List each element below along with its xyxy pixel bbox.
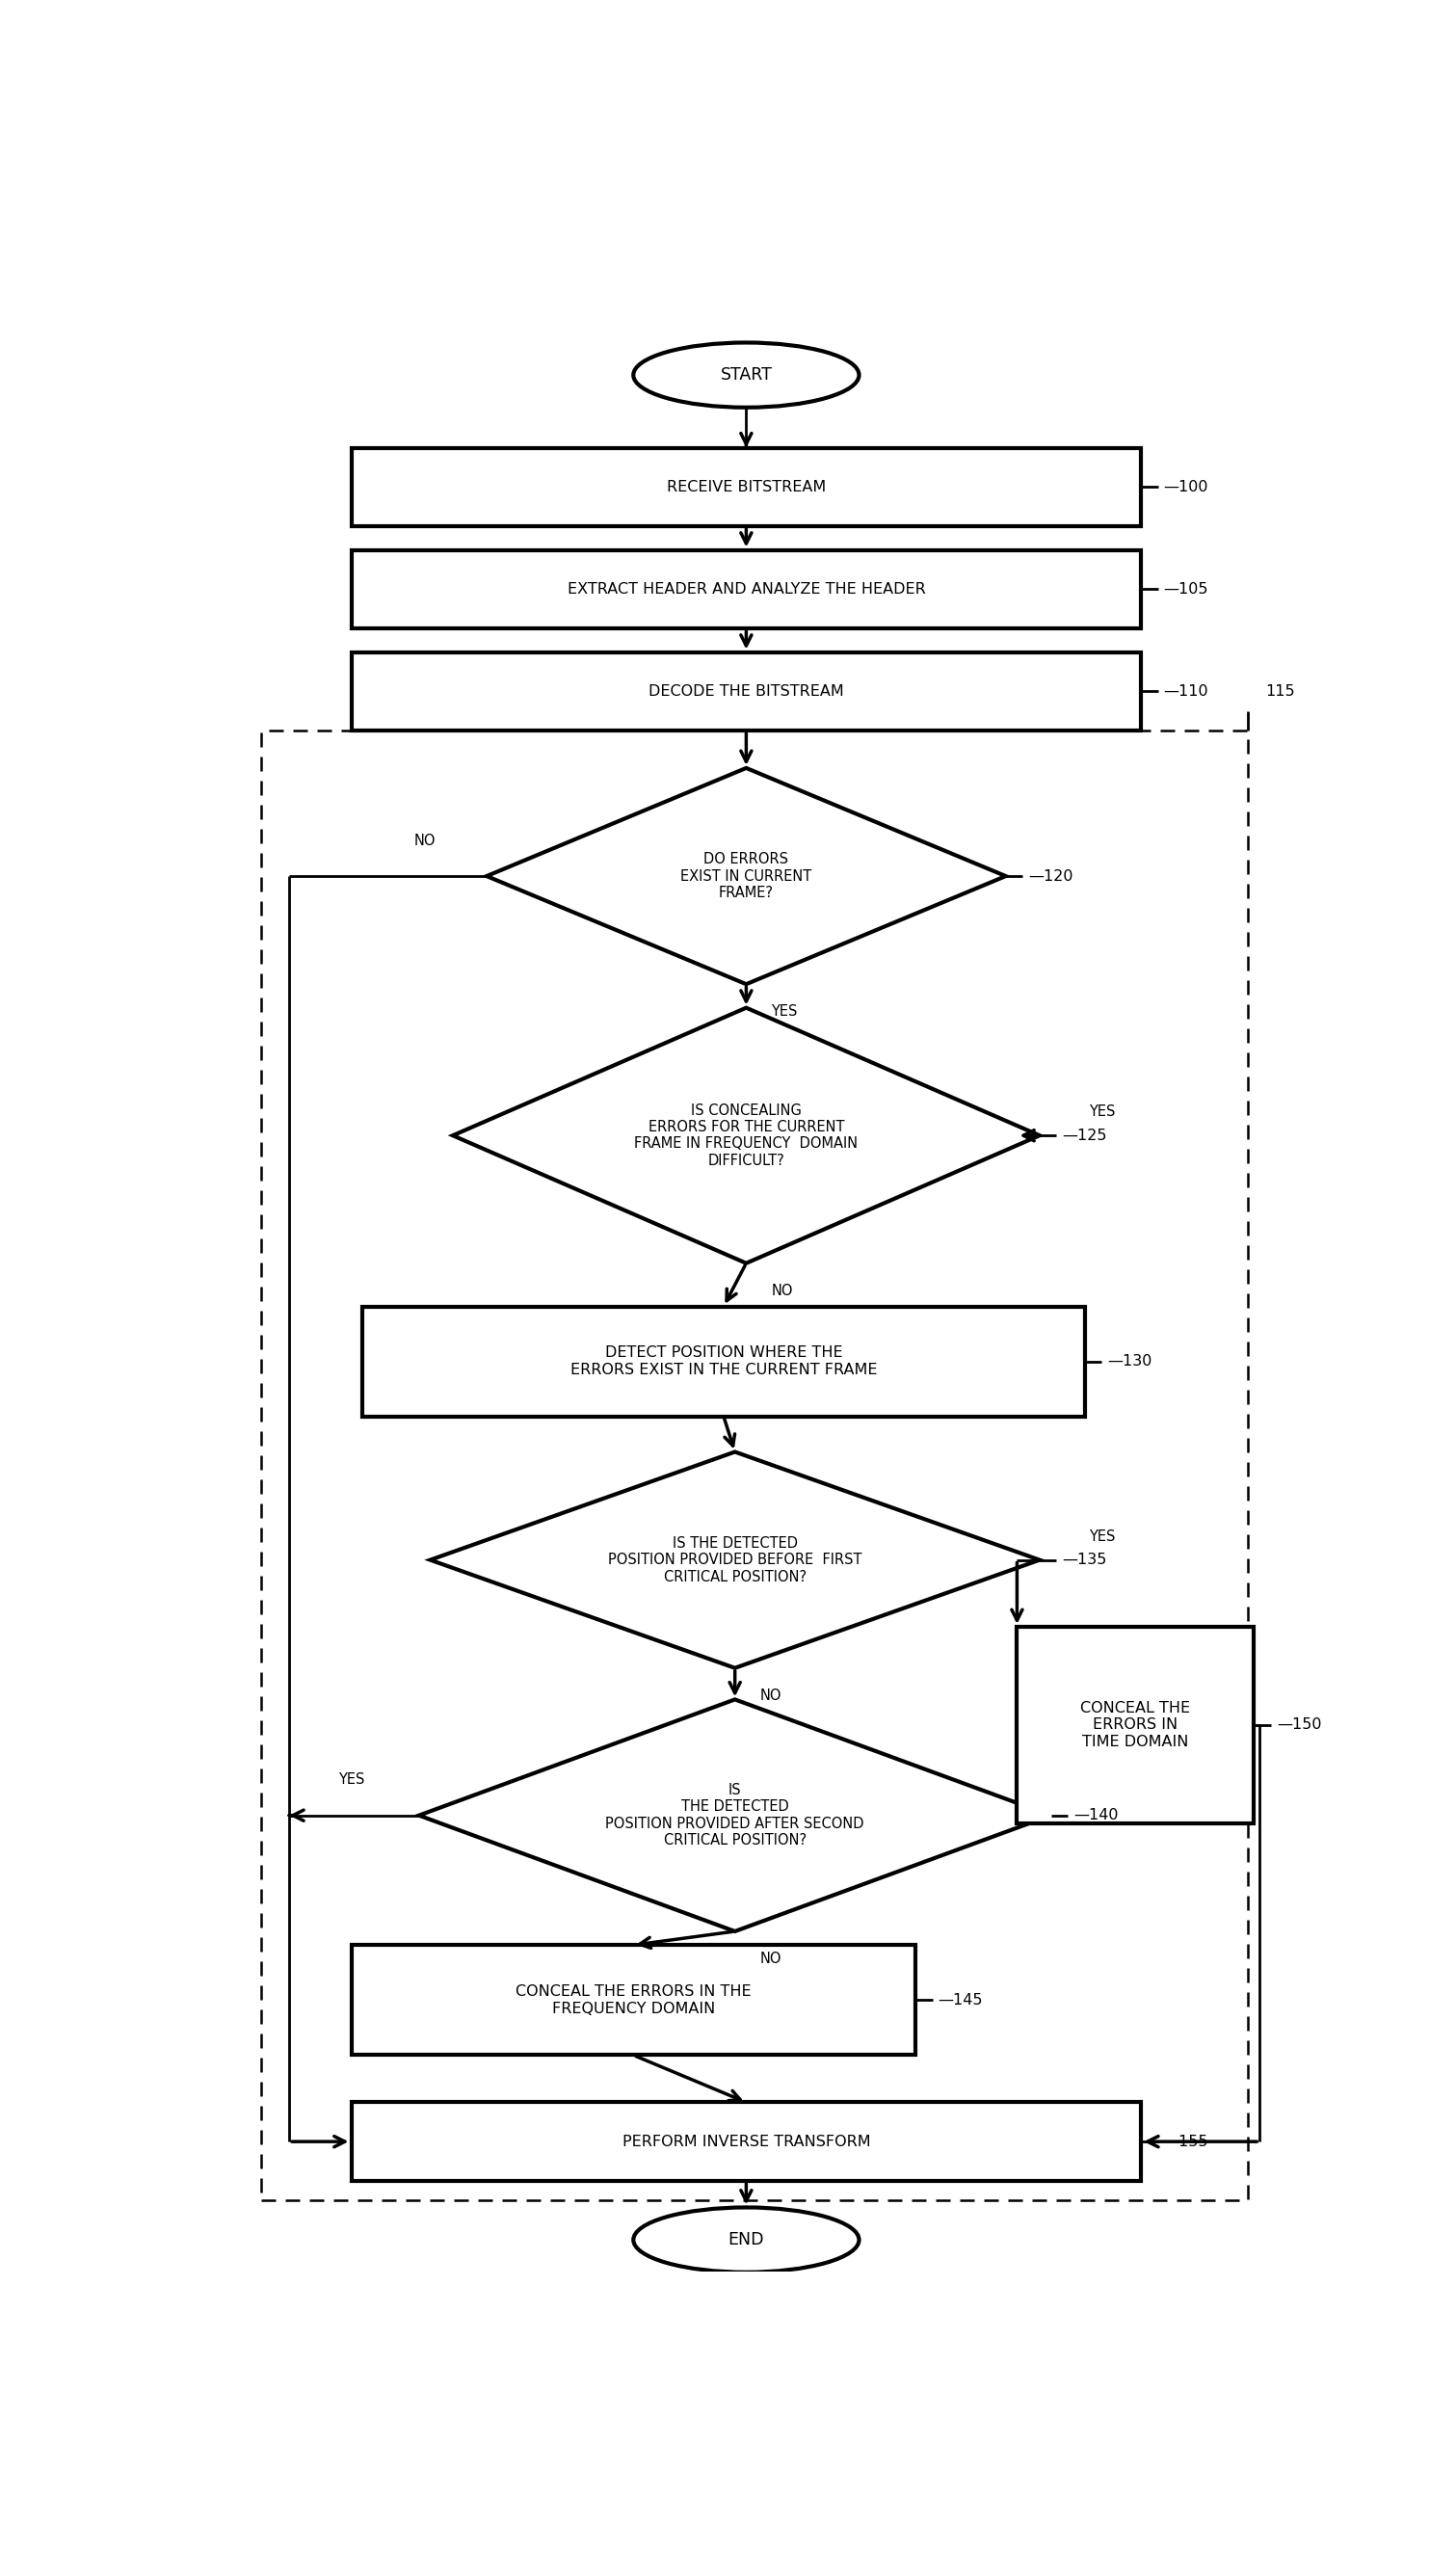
FancyBboxPatch shape <box>363 1307 1085 1416</box>
FancyBboxPatch shape <box>261 730 1248 2200</box>
Text: NO: NO <box>760 1952 782 1965</box>
Text: IS CONCEALING
ERRORS FOR THE CURRENT
FRAME IN FREQUENCY  DOMAIN
DIFFICULT?: IS CONCEALING ERRORS FOR THE CURRENT FRA… <box>635 1102 858 1169</box>
Text: RECEIVE BITSTREAM: RECEIVE BITSTREAM <box>667 480 826 495</box>
Text: NO: NO <box>414 835 435 847</box>
FancyBboxPatch shape <box>351 549 1142 628</box>
Text: —135: —135 <box>1063 1552 1107 1567</box>
Text: —120: —120 <box>1028 868 1073 883</box>
Text: YES: YES <box>772 1005 798 1018</box>
Text: —145: —145 <box>938 1993 983 2008</box>
FancyBboxPatch shape <box>351 1945 916 2054</box>
Text: DECODE THE BITSTREAM: DECODE THE BITSTREAM <box>648 684 844 699</box>
Text: 115: 115 <box>1265 684 1294 699</box>
Text: CONCEAL THE
ERRORS IN
TIME DOMAIN: CONCEAL THE ERRORS IN TIME DOMAIN <box>1080 1702 1191 1748</box>
Text: YES: YES <box>338 1774 364 1786</box>
Text: END: END <box>728 2230 764 2248</box>
Ellipse shape <box>633 342 859 408</box>
Text: PERFORM INVERSE TRANSFORM: PERFORM INVERSE TRANSFORM <box>622 2133 871 2149</box>
FancyBboxPatch shape <box>351 447 1142 526</box>
Text: EXTRACT HEADER AND ANALYZE THE HEADER: EXTRACT HEADER AND ANALYZE THE HEADER <box>566 582 926 597</box>
Text: —125: —125 <box>1063 1128 1107 1143</box>
Text: NO: NO <box>760 1689 782 1702</box>
Text: —110: —110 <box>1163 684 1208 699</box>
Text: —140: —140 <box>1073 1809 1118 1822</box>
Text: —130: —130 <box>1108 1355 1152 1368</box>
Text: NO: NO <box>772 1284 792 1299</box>
Text: IS THE DETECTED
POSITION PROVIDED BEFORE  FIRST
CRITICAL POSITION?: IS THE DETECTED POSITION PROVIDED BEFORE… <box>609 1536 862 1585</box>
FancyBboxPatch shape <box>351 2103 1142 2182</box>
Polygon shape <box>419 1700 1051 1932</box>
Text: —105: —105 <box>1163 582 1208 597</box>
Text: IS
THE DETECTED
POSITION PROVIDED AFTER SECOND
CRITICAL POSITION?: IS THE DETECTED POSITION PROVIDED AFTER … <box>606 1784 865 1848</box>
Polygon shape <box>431 1452 1040 1669</box>
Text: DETECT POSITION WHERE THE
ERRORS EXIST IN THE CURRENT FRAME: DETECT POSITION WHERE THE ERRORS EXIST I… <box>571 1345 877 1378</box>
Text: —155: —155 <box>1163 2133 1208 2149</box>
FancyBboxPatch shape <box>1016 1626 1254 1822</box>
Text: —100: —100 <box>1163 480 1208 495</box>
Text: CONCEAL THE ERRORS IN THE
FREQUENCY DOMAIN: CONCEAL THE ERRORS IN THE FREQUENCY DOMA… <box>515 1985 751 2016</box>
Ellipse shape <box>633 2207 859 2271</box>
Polygon shape <box>453 1008 1040 1263</box>
Text: START: START <box>721 367 772 383</box>
Text: —150: —150 <box>1277 1717 1322 1733</box>
Polygon shape <box>486 768 1006 985</box>
Text: YES: YES <box>1089 1529 1115 1544</box>
Text: YES: YES <box>1089 1105 1115 1120</box>
Text: DO ERRORS
EXIST IN CURRENT
FRAME?: DO ERRORS EXIST IN CURRENT FRAME? <box>680 852 812 901</box>
FancyBboxPatch shape <box>351 653 1142 730</box>
